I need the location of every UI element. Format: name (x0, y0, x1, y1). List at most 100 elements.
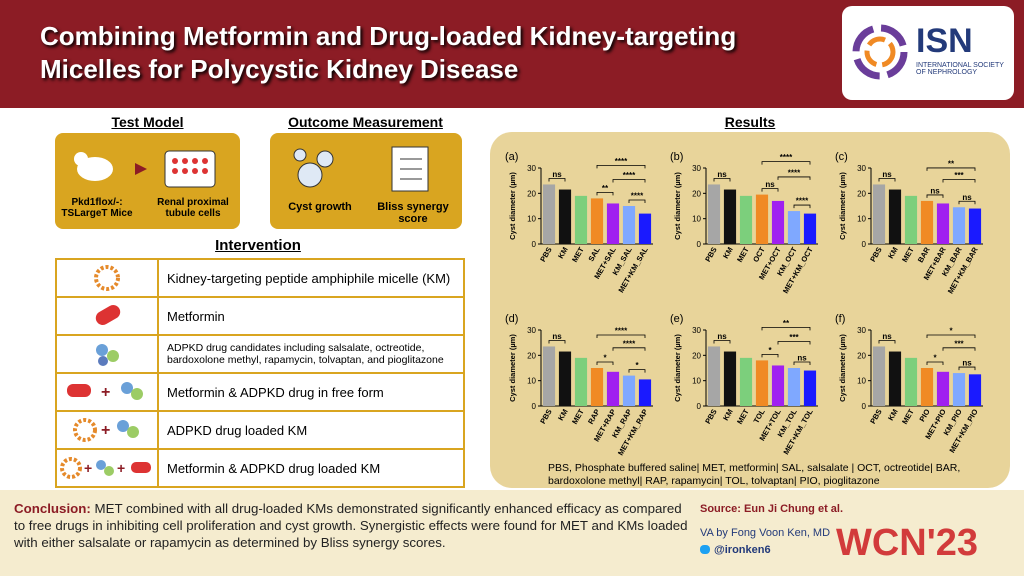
outcome-box: Cyst growth Bliss synergy score (270, 133, 462, 229)
significance-bracket (958, 366, 976, 371)
y-tick-label: 20 (857, 351, 866, 360)
intervention-row: + + Metformin & ADPKD drug loaded KM (57, 450, 463, 486)
significance-label: * (768, 346, 772, 355)
bar (771, 200, 785, 244)
significance-label: ns (930, 186, 940, 195)
bar (904, 357, 918, 406)
test-model-box: Pkd1flox/-: TSLargeT Mice Renal proximal… (55, 133, 240, 229)
intervention-row: Kidney-targeting peptide amphiphile mice… (57, 260, 463, 298)
bar (590, 198, 604, 244)
significance-label: ns (797, 354, 807, 363)
significance-label: * (603, 354, 607, 363)
x-tick-label: RAP (586, 408, 602, 426)
bar (904, 195, 918, 244)
y-tick-label: 30 (692, 164, 701, 173)
section-heading: Test Model (111, 114, 184, 130)
x-tick-label: SAL (586, 245, 602, 263)
bar (622, 375, 636, 406)
intervention-row: + ADPKD drug loaded KM (57, 412, 463, 450)
significance-bracket (926, 361, 944, 365)
significance-bracket (761, 188, 779, 192)
significance-bracket (713, 178, 731, 182)
significance-bracket (596, 165, 646, 169)
x-tick-label: PIO (917, 407, 931, 423)
significance-label: * (635, 361, 639, 370)
intervention-text: Metformin & ADPKD drug loaded KM (167, 460, 381, 476)
significance-label: **** (788, 168, 801, 177)
x-tick-label: MET (900, 245, 916, 264)
intervention-text: ADPKD drug candidates including salsalat… (167, 342, 444, 366)
bar (542, 346, 556, 406)
bar (638, 379, 652, 406)
y-axis-label: Cyst diameter (µm) (673, 172, 682, 240)
bar (803, 370, 817, 406)
bar (936, 203, 950, 244)
intervention-row: + Metformin & ADPKD drug in free form (57, 374, 463, 412)
section-heading: Outcome Measurement (288, 114, 443, 130)
icon (95, 305, 121, 325)
y-tick-label: 30 (527, 164, 536, 173)
intervention-icon (57, 336, 159, 372)
icon: + + (60, 457, 151, 479)
svg-text:+: + (101, 384, 110, 401)
bar (755, 360, 769, 406)
bar (968, 208, 982, 244)
conclusion-label: Conclusion: (14, 501, 91, 516)
intervention-row: ADPKD drug candidates including salsalat… (57, 336, 463, 374)
panel-label: (f) (835, 313, 845, 325)
x-tick-label: PBS (703, 408, 719, 426)
significance-label: **** (796, 197, 809, 206)
significance-bracket (878, 178, 896, 182)
significance-label: ns (962, 193, 972, 202)
bar (920, 368, 934, 406)
significance-bracket (761, 354, 779, 358)
significance-bracket (926, 334, 976, 338)
x-tick-label: MET (570, 407, 586, 426)
twitter: @ironken6 (714, 544, 771, 556)
intervention-text: Kidney-targeting peptide amphiphile mice… (167, 270, 451, 286)
significance-bracket (926, 167, 976, 171)
panel-label: (c) (835, 151, 848, 163)
twitter-icon (700, 545, 710, 554)
significance-label: **** (615, 327, 628, 336)
logo-text: ISN (916, 22, 973, 60)
bar (803, 213, 817, 244)
bar (787, 211, 801, 244)
significance-bracket (761, 327, 811, 331)
y-tick-label: 10 (527, 215, 536, 224)
significance-bracket (596, 334, 646, 338)
x-tick-label: PBS (868, 408, 884, 426)
icon (94, 265, 120, 291)
significance-bracket (777, 176, 811, 180)
bar (606, 371, 620, 406)
significance-label: * (933, 354, 937, 363)
footer-band (0, 490, 1024, 576)
icon: + (73, 418, 139, 442)
x-tick-label: MET (735, 407, 751, 426)
significance-label: **** (615, 157, 628, 166)
y-tick-label: 30 (857, 326, 866, 335)
bar (590, 368, 604, 406)
significance-bracket (628, 369, 646, 373)
panel-label: (d) (505, 313, 518, 325)
y-tick-label: 30 (857, 164, 866, 173)
significance-bracket (548, 178, 566, 182)
y-axis-label: Cyst diameter (µm) (673, 334, 682, 402)
significance-label: **** (631, 192, 644, 201)
icon: + (67, 382, 143, 401)
va: VA by Fong Voon Ken, MD (700, 527, 831, 539)
y-tick-label: 10 (857, 215, 866, 224)
intervention-text: Metformin & ADPKD drug in free form (167, 384, 384, 400)
svg-text:+: + (117, 460, 125, 476)
y-axis-label: Cyst diameter (µm) (508, 172, 517, 240)
significance-label: ns (552, 170, 562, 179)
intervention-icon (57, 298, 159, 334)
outcome-label: Bliss synergy score (377, 201, 449, 225)
significance-label: **** (780, 153, 793, 162)
y-tick-label: 10 (692, 377, 701, 386)
significance-bracket (878, 340, 896, 344)
logo: ISN INTERNATIONAL SOCIETY OF NEPHROLOGY (842, 6, 1014, 100)
y-tick-label: 20 (692, 189, 701, 198)
bar (723, 351, 737, 406)
